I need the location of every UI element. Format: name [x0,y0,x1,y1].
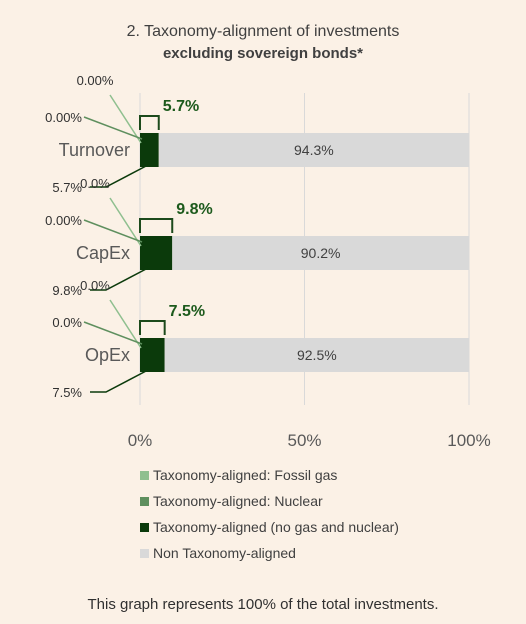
leader-line [109,299,142,349]
legend-label: Taxonomy-aligned: Fossil gas [153,467,338,483]
annotations: Turnover 94.3% 5.7% 0.00% 0.00% 5.7% CapEx 90.2… [45,73,340,400]
leader-line [83,116,143,140]
bar-segment [164,338,470,372]
bars [140,133,470,372]
aligned-total-label: 9.8% [176,201,212,218]
aligned-total-label: 7.5% [169,303,205,320]
leader-line [109,94,142,144]
aligned-bracket [139,320,166,335]
legend: Taxonomy-aligned: Fossil gas Taxonomy-ali… [140,464,399,568]
legend-swatch [140,548,149,558]
category-label: CapEx [76,243,130,263]
leader-line [83,219,143,243]
legend-label: Taxonomy-aligned (no gas and nuclear) [153,519,399,535]
category-label: OpEx [85,345,130,365]
data-label: 0.00% [45,110,82,125]
chart-title: 2. Taxonomy-alignment of investments [127,23,400,40]
legend-item: Taxonomy-aligned: Nuclear [140,490,399,512]
data-label: 7.5% [52,385,82,400]
leader-line [109,197,142,247]
x-tick-label: 0% [128,431,153,450]
legend-swatch [140,470,149,480]
leader-line [83,321,143,345]
leader-line [90,164,149,188]
data-label: 0.0% [80,176,110,191]
x-tick-label: 100% [447,431,490,450]
legend-item: Taxonomy-aligned (no gas and nuclear) [140,516,399,538]
data-label: 0.00% [45,213,82,228]
chart-subtitle: excluding sovereign bonds* [163,45,363,62]
legend-label: Taxonomy-aligned: Nuclear [153,493,323,509]
data-label: 92.5% [297,347,337,363]
data-label: 5.7% [52,180,82,195]
x-axis-ticks: 0% 50% 100% [128,431,491,450]
bar-segment [172,236,469,270]
footnote: This graph represents 100% of the total … [87,596,439,613]
bar-segment [140,133,159,167]
data-label: 0.0% [80,278,110,293]
data-label: 0.00% [77,73,114,88]
data-label: 94.3% [294,142,334,158]
legend-swatch [140,496,149,506]
leader-line [90,369,149,393]
leader-line [90,267,149,291]
bar-segment [140,338,165,372]
legend-item: Taxonomy-aligned: Fossil gas [140,464,399,486]
legend-item: Non Taxonomy-aligned [140,542,399,564]
category-label: Turnover [59,140,130,160]
bar-segment [158,133,470,167]
chart: 2. Taxonomy-alignment of investments exc… [45,23,491,450]
data-label: 0.0% [52,315,82,330]
legend-label: Non Taxonomy-aligned [153,545,296,561]
bar-segment [140,236,173,270]
legend-swatch [140,522,149,532]
aligned-bracket [139,115,160,130]
data-label: 9.8% [52,283,82,298]
x-tick-label: 50% [287,431,321,450]
data-label: 90.2% [301,245,341,261]
aligned-total-label: 5.7% [163,98,199,115]
aligned-bracket [139,218,174,233]
